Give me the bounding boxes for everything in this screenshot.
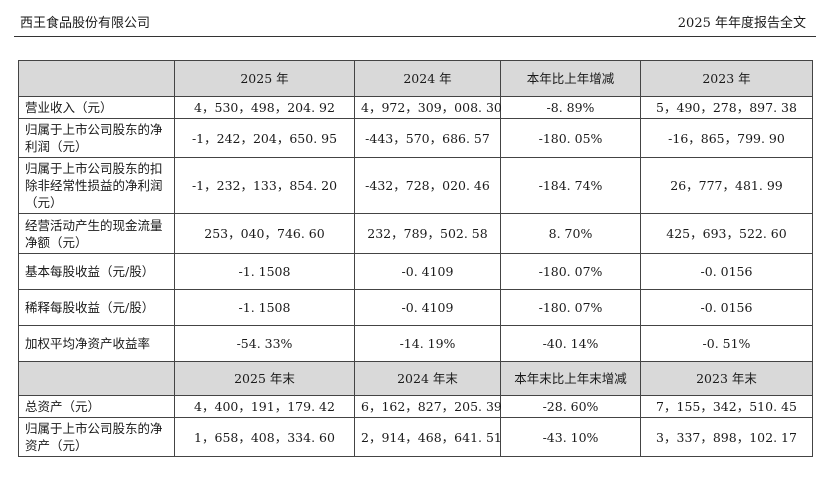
header-divider (14, 36, 816, 37)
table-row: 归属于上市公司股东的扣除非经常性损益的净利润（元） -1，232，133，854.… (18, 157, 813, 214)
value-cell: -1. 1508 (174, 253, 355, 290)
value-cell: -180. 07% (500, 289, 641, 326)
header-blank-cell (18, 361, 175, 396)
value-cell: -14. 19% (354, 325, 501, 362)
value-cell: 425，693，522. 60 (640, 213, 813, 254)
row-label: 经营活动产生的现金流量净额（元） (18, 213, 175, 254)
row-label: 营业收入（元） (18, 96, 175, 119)
row-label: 归属于上市公司股东的净利润（元） (18, 118, 175, 158)
row-label: 归属于上市公司股东的扣除非经常性损益的净利润（元） (18, 157, 175, 214)
value-cell: 7，155，342，510. 45 (640, 395, 813, 418)
value-cell: -54. 33% (174, 325, 355, 362)
column-header: 本年比上年增减 (500, 60, 641, 97)
value-cell: -0. 4109 (354, 289, 501, 326)
table-row: 加权平均净资产收益率 -54. 33% -14. 19% -40. 14% -0. 51… (18, 325, 813, 362)
table-row: 经营活动产生的现金流量净额（元） 253，040，746. 60 232，789，5… (18, 213, 813, 254)
column-header: 2024 年 (354, 60, 501, 97)
value-cell: -184. 74% (500, 157, 641, 214)
column-header: 2024 年末 (354, 361, 501, 396)
table-row: 归属于上市公司股东的净资产（元） 1，658，408，334. 60 2，914，4… (18, 417, 813, 457)
value-cell: 4，400，191，179. 42 (174, 395, 355, 418)
row-label: 总资产（元） (18, 395, 175, 418)
value-cell: -443，570，686. 57 (354, 118, 501, 158)
value-cell: -0. 0156 (640, 289, 813, 326)
table-row: 营业收入（元） 4，530，498，204. 92 4，972，309，008. 3… (18, 96, 813, 119)
value-cell: -1，242，204，650. 95 (174, 118, 355, 158)
value-cell: 6，162，827，205. 39 (354, 395, 502, 418)
value-cell: -432，728，020. 46 (354, 157, 501, 214)
value-cell: -0. 4109 (354, 253, 501, 290)
table-header-row: 2025 年末 2024 年末 本年末比上年末增减 2023 年末 (18, 361, 813, 396)
value-cell: 4，972，309，008. 30 (354, 96, 502, 119)
value-cell: 1，658，408，334. 60 (174, 417, 355, 457)
table-row: 归属于上市公司股东的净利润（元） -1，242，204，650. 95 -443，5… (18, 118, 813, 158)
column-header: 2025 年 (174, 60, 355, 97)
value-cell: 4，530，498，204. 92 (174, 96, 355, 119)
column-header: 本年末比上年末增减 (500, 361, 641, 396)
value-cell: -1，232，133，854. 20 (174, 157, 355, 214)
value-cell: -180. 05% (500, 118, 641, 158)
value-cell: 232，789，502. 58 (354, 213, 501, 254)
value-cell: 5，490，278，897. 38 (640, 96, 813, 119)
column-header: 2025 年末 (174, 361, 355, 396)
table-row: 稀释每股收益（元/股） -1. 1508 -0. 4109 -180. 07% -0. … (18, 289, 813, 326)
value-cell: -180. 07% (500, 253, 641, 290)
company-name: 西王食品股份有限公司 (20, 16, 151, 31)
table-row: 总资产（元） 4，400，191，179. 42 6，162，827，205. 39… (18, 395, 813, 418)
value-cell: -0. 0156 (640, 253, 813, 290)
column-header: 2023 年末 (640, 361, 813, 396)
column-header: 2023 年 (640, 60, 813, 97)
financial-data-table: 2025 年 2024 年本年比上年增减 2023 年营业收入（元） 4，530，49… (18, 60, 813, 457)
header-blank-cell (18, 60, 175, 97)
value-cell: -16，865，799. 90 (640, 118, 813, 158)
value-cell: -8. 89% (500, 96, 641, 119)
table-header-row: 2025 年 2024 年本年比上年增减 2023 年 (18, 60, 813, 97)
row-label: 基本每股收益（元/股） (18, 253, 175, 290)
value-cell: 2，914，468，641. 51 (354, 417, 502, 457)
value-cell: -43. 10% (500, 417, 641, 457)
value-cell: 8. 70% (500, 213, 641, 254)
row-label: 归属于上市公司股东的净资产（元） (18, 417, 175, 457)
value-cell: 3，337，898，102. 17 (640, 417, 813, 457)
value-cell: 253，040，746. 60 (174, 213, 355, 254)
value-cell: -0. 51% (640, 325, 813, 362)
value-cell: -28. 60% (500, 395, 641, 418)
value-cell: -1. 1508 (174, 289, 355, 326)
report-title: 2025 年年度报告全文 (677, 16, 806, 31)
row-label: 稀释每股收益（元/股） (18, 289, 175, 326)
value-cell: -40. 14% (500, 325, 641, 362)
table-row: 基本每股收益（元/股） -1. 1508 -0. 4109 -180. 07% -0. … (18, 253, 813, 290)
value-cell: 26，777，481. 99 (640, 157, 813, 214)
row-label: 加权平均净资产收益率 (18, 325, 175, 362)
